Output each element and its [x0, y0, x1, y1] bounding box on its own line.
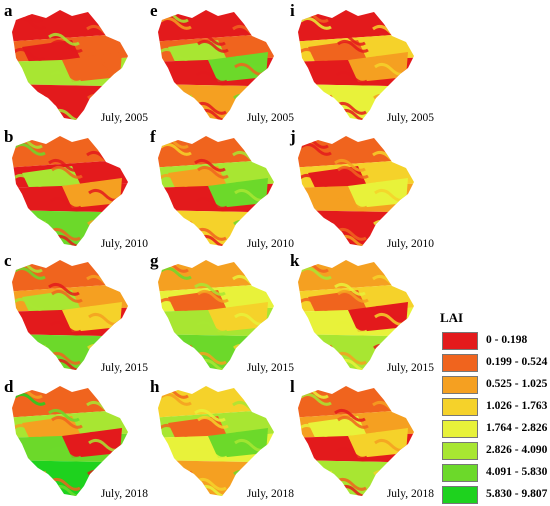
map-panel-d: d July, 2018 — [2, 377, 152, 502]
panel-date: July, 2010 — [246, 238, 294, 250]
map-panel-c: c July, 2015 — [2, 251, 152, 376]
panel-date: July, 2005 — [386, 112, 434, 124]
legend-item: 1.026 - 1.763 — [440, 398, 550, 417]
legend-item: 0.525 - 1.025 — [440, 376, 550, 395]
legend-swatch — [442, 332, 478, 350]
panel-letter: b — [4, 127, 14, 146]
lai-map — [298, 260, 414, 370]
panel-letter: d — [4, 377, 14, 396]
panel-date: July, 2018 — [246, 488, 294, 500]
legend-range: 2.826 - 4.090 — [486, 444, 548, 456]
panel-date: July, 2018 — [386, 488, 434, 500]
legend-swatch — [442, 442, 478, 460]
panel-date: July, 2010 — [386, 238, 434, 250]
legend-range: 5.830 - 9.807 — [486, 488, 548, 500]
panel-date: July, 2015 — [246, 362, 294, 374]
panel-letter: f — [150, 127, 156, 146]
panel-date: July, 2005 — [100, 112, 148, 124]
panel-letter: g — [150, 251, 159, 270]
lai-map — [158, 10, 274, 120]
map-panel-a: a July, 2005 — [2, 1, 152, 126]
legend-swatch — [442, 398, 478, 416]
legend-range: 1.764 - 2.826 — [486, 422, 548, 434]
map-panel-b: b July, 2010 — [2, 127, 152, 252]
legend-swatch — [442, 420, 478, 438]
lai-map — [298, 136, 414, 246]
legend-item: 0.199 - 0.524 — [440, 354, 550, 373]
lai-map — [12, 136, 128, 246]
legend-swatch — [442, 486, 478, 504]
lai-map — [298, 386, 414, 496]
legend-swatch — [442, 354, 478, 372]
map-panel-g: g July, 2015 — [148, 251, 298, 376]
panel-letter: i — [290, 1, 295, 20]
legend-swatch — [442, 464, 478, 482]
legend-range: 4.091 - 5.830 — [486, 466, 548, 478]
lai-map — [12, 260, 128, 370]
panel-date: July, 2015 — [386, 362, 434, 374]
legend-range: 0 - 0.198 — [486, 334, 528, 346]
lai-map — [12, 10, 128, 120]
panel-letter: e — [150, 1, 158, 20]
panel-date: July, 2010 — [100, 238, 148, 250]
lai-map — [158, 386, 274, 496]
map-panel-l: l July, 2018 — [288, 377, 438, 502]
panel-date: July, 2015 — [100, 362, 148, 374]
panel-letter: a — [4, 1, 13, 20]
panel-letter: h — [150, 377, 160, 396]
legend: LAI 0 - 0.198 0.199 - 0.524 0.525 - 1.025 1… — [440, 310, 550, 505]
panel-letter: k — [290, 251, 300, 270]
lai-map — [298, 10, 414, 120]
legend-item: 0 - 0.198 — [440, 332, 550, 351]
legend-item: 4.091 - 5.830 — [440, 464, 550, 483]
panel-letter: j — [290, 127, 296, 146]
map-panel-h: h July, 2018 — [148, 377, 298, 502]
map-panel-j: j July, 2010 — [288, 127, 438, 252]
legend-swatch — [442, 376, 478, 394]
map-panel-i: i July, 2005 — [288, 1, 438, 126]
map-panel-k: k July, 2015 — [288, 251, 438, 376]
legend-title: LAI — [440, 310, 464, 325]
legend-item: 1.764 - 2.826 — [440, 420, 550, 439]
map-panel-e: e July, 2005 — [148, 1, 298, 126]
panel-letter: c — [4, 251, 12, 270]
legend-range: 0.525 - 1.025 — [486, 378, 548, 390]
panel-date: July, 2018 — [100, 488, 148, 500]
legend-range: 0.199 - 0.524 — [486, 356, 548, 368]
lai-map — [12, 386, 128, 496]
lai-map — [158, 136, 274, 246]
legend-item: 5.830 - 9.807 — [440, 486, 550, 505]
legend-range: 1.026 - 1.763 — [486, 400, 548, 412]
map-panel-f: f July, 2010 — [148, 127, 298, 252]
panel-date: July, 2005 — [246, 112, 294, 124]
legend-item: 2.826 - 4.090 — [440, 442, 550, 461]
panel-letter: l — [290, 377, 295, 396]
lai-map — [158, 260, 274, 370]
